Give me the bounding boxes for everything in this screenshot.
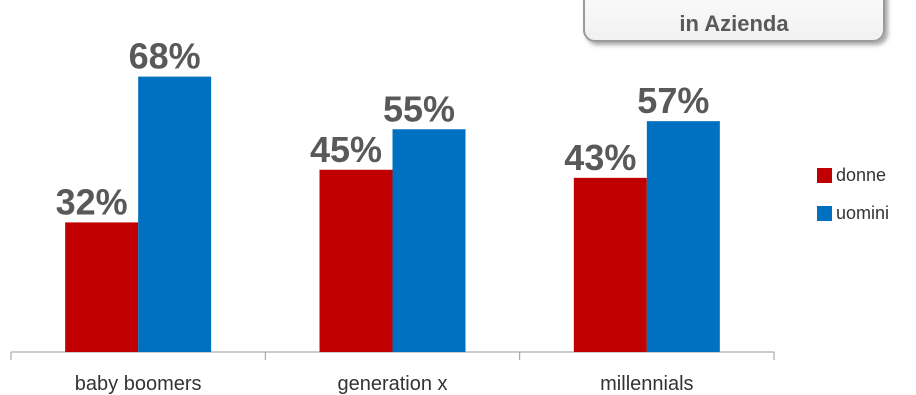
legend-label-donne: donne xyxy=(836,164,887,185)
data-label: 32% xyxy=(56,181,128,222)
callout-box: in Azienda xyxy=(583,0,885,42)
callout-text: in Azienda xyxy=(679,11,789,36)
data-label: 55% xyxy=(383,88,455,129)
legend-item-donne: donne xyxy=(817,163,889,187)
legend-item-uomini: uomini xyxy=(817,201,889,225)
x-tick-label: generation x xyxy=(337,373,447,395)
legend: donne uomini xyxy=(817,163,889,239)
data-label: 68% xyxy=(129,36,201,77)
x-tick-label: baby boomers xyxy=(75,373,202,395)
bar-donne xyxy=(573,177,647,352)
bar-uomini xyxy=(138,76,212,352)
bar-uomini xyxy=(646,121,720,353)
data-label: 43% xyxy=(564,137,636,178)
data-label: 45% xyxy=(310,129,382,170)
legend-label-uomini: uomini xyxy=(836,202,890,223)
legend-swatch-uomini xyxy=(817,205,832,221)
bar-uomini xyxy=(392,129,466,352)
bar-donne xyxy=(65,222,139,352)
bar-donne xyxy=(319,169,393,352)
x-tick-label: millennials xyxy=(600,373,693,395)
data-label: 57% xyxy=(637,80,709,121)
legend-swatch-donne xyxy=(817,167,832,183)
